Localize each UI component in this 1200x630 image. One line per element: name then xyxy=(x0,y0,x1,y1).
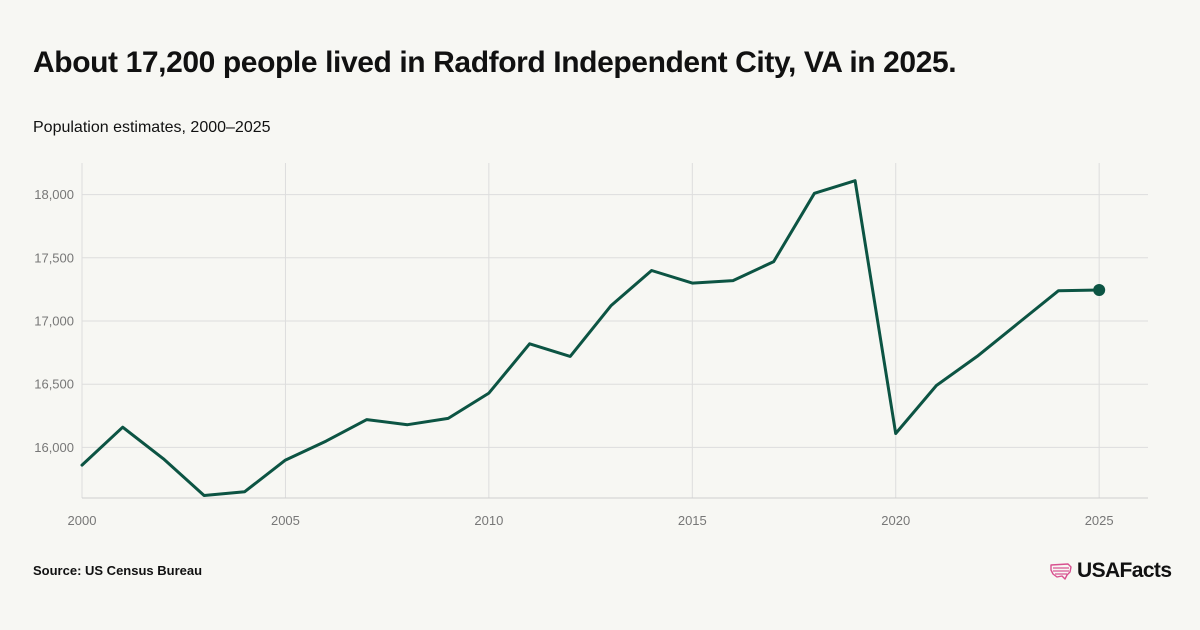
y-tick-label: 17,000 xyxy=(34,314,74,329)
source-note: Source: US Census Bureau xyxy=(33,563,203,578)
chart-title: About 17,200 people lived in Radford Ind… xyxy=(33,46,957,79)
x-tick-label: 2010 xyxy=(474,513,503,528)
chart-subtitle: Population estimates, 2000–2025 xyxy=(33,119,271,136)
us-flag-map-icon xyxy=(1050,562,1072,580)
x-tick-label: 2025 xyxy=(1085,513,1114,528)
x-tick-label: 2005 xyxy=(271,513,300,528)
y-tick-label: 17,500 xyxy=(34,250,74,265)
brand-name: USAFacts xyxy=(1077,559,1172,582)
y-tick-label: 18,000 xyxy=(34,187,74,202)
brand-logo[interactable]: USAFacts xyxy=(1050,559,1172,583)
last-data-point xyxy=(1093,284,1106,297)
y-tick-label: 16,500 xyxy=(34,377,74,392)
x-tick-label: 2020 xyxy=(881,513,910,528)
x-tick-label: 2000 xyxy=(68,513,97,528)
population-line xyxy=(80,179,1101,497)
y-tick-label: 16,000 xyxy=(34,440,74,455)
x-tick-label: 2015 xyxy=(678,513,707,528)
